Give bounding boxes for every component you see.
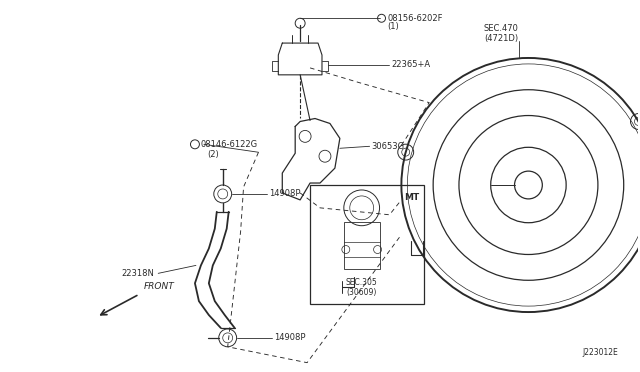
Bar: [310, 185, 424, 304]
Text: 14908P: 14908P: [275, 333, 306, 342]
Text: (1): (1): [387, 22, 399, 31]
Bar: [344, 222, 380, 269]
Text: 08146-6122G: 08146-6122G: [201, 140, 258, 149]
Text: MT: MT: [404, 193, 419, 202]
Text: 08156-6202F: 08156-6202F: [387, 14, 443, 23]
Text: 14908P: 14908P: [269, 189, 301, 198]
Text: SEC.470: SEC.470: [484, 24, 518, 33]
Text: (30609): (30609): [346, 288, 377, 297]
Text: J223012E: J223012E: [582, 348, 618, 357]
Text: 30653G: 30653G: [372, 142, 404, 151]
Text: 22318N: 22318N: [122, 269, 154, 278]
Text: (4721D): (4721D): [484, 33, 518, 43]
Text: (2): (2): [207, 150, 219, 159]
Text: FRONT: FRONT: [143, 282, 174, 291]
Text: 22365+A: 22365+A: [392, 60, 431, 70]
Text: SEC.305: SEC.305: [346, 278, 378, 287]
